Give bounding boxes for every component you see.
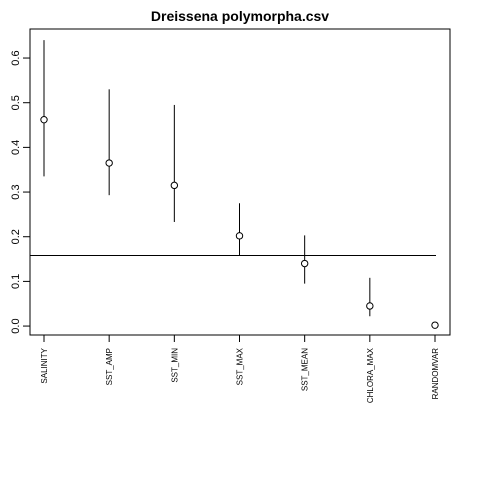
y-tick-label: 0.0 <box>10 318 22 333</box>
x-tick-label: SST_MAX <box>236 347 245 385</box>
x-tick-label: SALINITY <box>40 347 49 383</box>
data-point <box>300 259 309 268</box>
y-tick-label: 0.5 <box>10 95 22 110</box>
y-tick-label: 0.6 <box>10 50 22 65</box>
x-tick-label: RANDOMVAR <box>431 348 440 400</box>
data-point <box>40 115 48 124</box>
y-tick-label: 0.3 <box>10 184 22 199</box>
chart-title: Dreissena polymorpha.csv <box>151 8 329 24</box>
x-tick-label: SST_MIN <box>170 348 179 383</box>
y-axis: 0.0 0.1 0.2 0.3 0.4 0.5 0.6 <box>10 50 31 334</box>
x-tick-label: SST_AMP <box>105 348 114 385</box>
data-point <box>235 232 244 240</box>
x-axis: SALINITY SST_AMP SST_MIN SST_MAX SST_MEAN CHL… <box>40 335 440 403</box>
plot-frame <box>29 28 451 336</box>
data-point <box>105 159 113 167</box>
data-point <box>170 181 179 190</box>
chart-marks <box>30 40 439 329</box>
data-point <box>366 302 374 310</box>
y-tick-label: 0.4 <box>10 140 22 155</box>
data-point <box>431 321 439 329</box>
x-tick-label: SST_MEAN <box>301 348 310 391</box>
x-tick-label: CHLORA_MAX <box>366 347 375 403</box>
y-tick-label: 0.1 <box>10 274 22 289</box>
y-tick-label: 0.2 <box>10 229 22 244</box>
